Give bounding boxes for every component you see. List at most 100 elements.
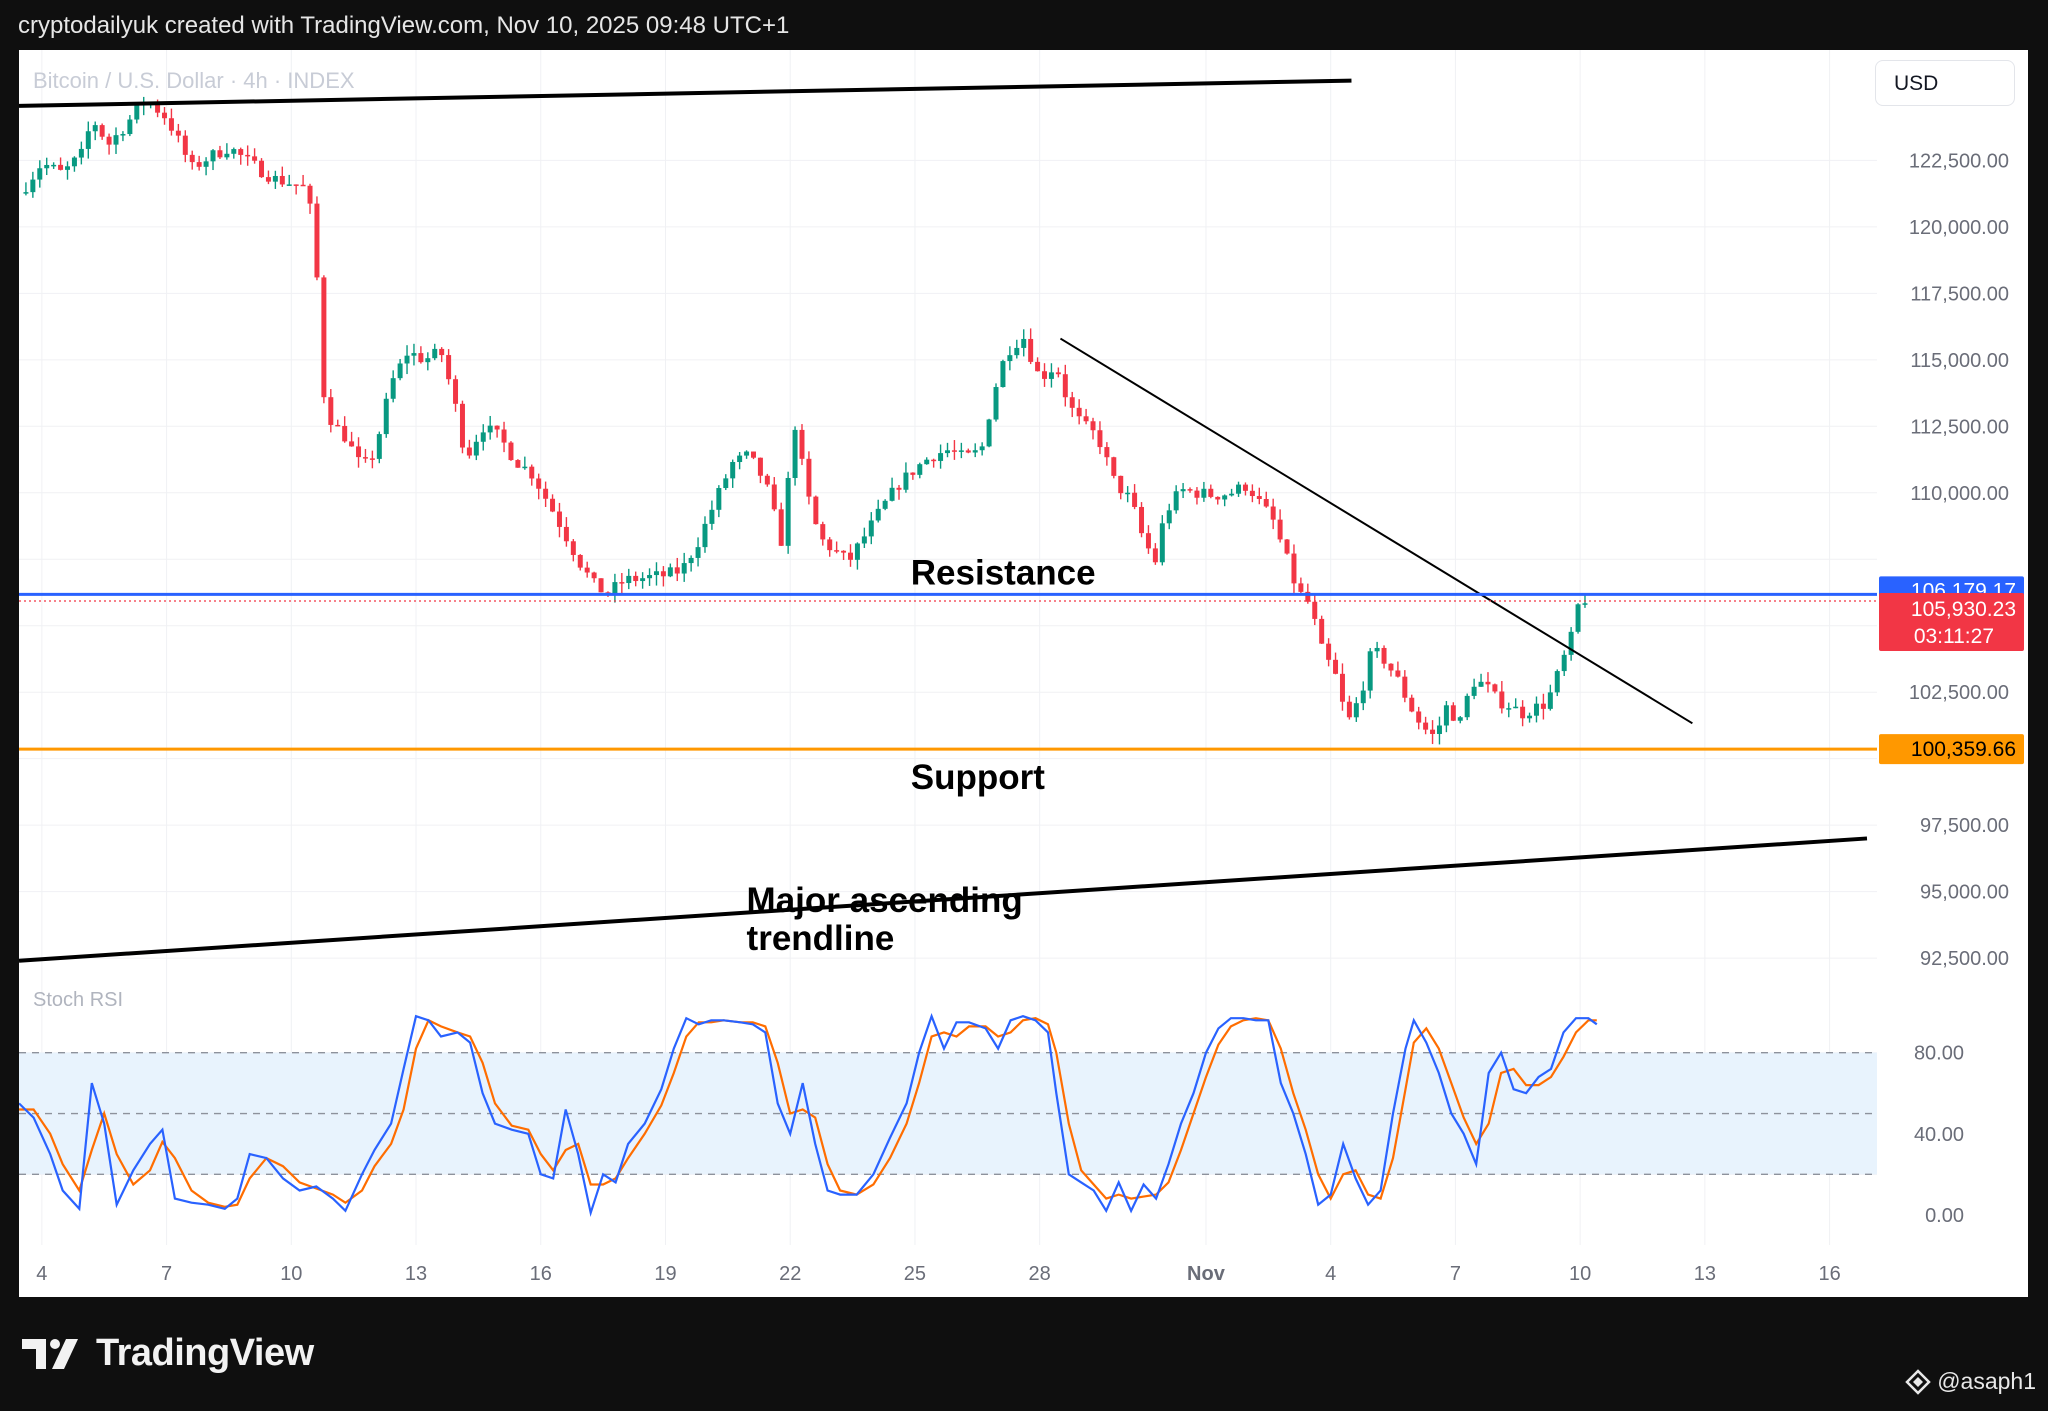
- candle-body: [1132, 492, 1138, 507]
- candle-body: [827, 539, 833, 551]
- candle-body: [702, 523, 708, 548]
- candle-body: [1395, 670, 1401, 677]
- tradingview-logo[interactable]: TradingView: [22, 1332, 314, 1375]
- candle-body: [238, 149, 244, 155]
- candle-body: [231, 149, 237, 154]
- stoch-k-line: [19, 1012, 1598, 1218]
- candle-body: [806, 458, 812, 497]
- candle-body: [653, 571, 659, 576]
- candle-body: [404, 355, 410, 364]
- stoch-y-tick-label: 0.00: [1925, 1205, 1964, 1227]
- candle-body: [30, 179, 36, 193]
- candle-body: [841, 550, 847, 553]
- candle-body: [425, 358, 431, 363]
- candle-body: [480, 432, 486, 442]
- candle-body: [65, 166, 70, 170]
- candle-body: [1000, 361, 1006, 388]
- candle-body: [577, 554, 583, 568]
- candle-body: [335, 424, 341, 427]
- candle-body: [750, 451, 756, 458]
- candle-body: [591, 572, 597, 579]
- candle-body: [245, 154, 251, 157]
- chart-panel[interactable]: 92,500.00 95,000.00 97,500.00 102,500.00 110…: [19, 50, 2028, 1297]
- candle-body: [168, 118, 174, 131]
- candle-body: [376, 434, 382, 459]
- candle-body: [1374, 647, 1380, 652]
- tradingview-logo-icon: [22, 1338, 78, 1369]
- candle-body: [279, 175, 285, 185]
- candle-body: [612, 582, 618, 595]
- candle-body: [848, 552, 853, 560]
- candle-body: [1520, 706, 1526, 719]
- candle-body: [321, 277, 327, 398]
- candle-body: [563, 526, 569, 542]
- candle-body: [716, 488, 722, 510]
- candle-body: [1430, 729, 1436, 734]
- candle-body: [259, 160, 265, 178]
- candle-body: [217, 150, 223, 158]
- candle-body: [1007, 355, 1013, 362]
- candle-body: [1069, 397, 1075, 408]
- candle-body: [1506, 708, 1512, 710]
- candle-body: [37, 168, 43, 180]
- candle-body: [71, 157, 77, 167]
- candle-body: [709, 509, 715, 524]
- support-price-label: 100,359.66: [1911, 738, 2016, 761]
- candle-body: [640, 578, 646, 582]
- candle-body: [951, 450, 957, 452]
- candle-body: [570, 541, 576, 555]
- candle-body: [958, 450, 964, 452]
- stoch-y-tick-label: 40.00: [1914, 1124, 1964, 1146]
- price-chart[interactable]: 92,500.00 95,000.00 97,500.00 102,500.00 110…: [19, 50, 2028, 1297]
- diamond-icon: [1905, 1368, 1931, 1395]
- candle-body: [681, 563, 687, 574]
- candle-body: [85, 131, 91, 149]
- candle-body: [342, 425, 348, 442]
- currency-button[interactable]: USD: [1875, 60, 2015, 106]
- candle-body: [1249, 490, 1255, 497]
- candle-body: [78, 148, 84, 158]
- candle-body: [99, 125, 105, 137]
- x-tick-label: 28: [1029, 1263, 1051, 1285]
- candle-body: [1048, 372, 1054, 379]
- candle-body: [1208, 488, 1214, 497]
- candle-body: [1527, 715, 1533, 719]
- candle-body: [203, 161, 209, 167]
- candle-body: [411, 353, 417, 356]
- candle-body: [757, 457, 763, 476]
- candle-body: [1028, 338, 1034, 362]
- candle-body: [1242, 484, 1248, 491]
- last-price-label: 105,930.23: [1911, 598, 2016, 621]
- candle-body: [155, 103, 161, 113]
- y-tick-label: 120,000.00: [1909, 217, 2009, 239]
- candle-body: [882, 500, 888, 509]
- author-credit: @asaph1: [1905, 1368, 2036, 1395]
- candle-body: [515, 460, 521, 468]
- candle-body: [272, 175, 278, 182]
- candle-body: [1256, 496, 1262, 500]
- y-tick-label: 97,500.00: [1920, 815, 2009, 837]
- candle-body: [1222, 495, 1228, 500]
- candle-body: [314, 203, 320, 278]
- candle-body: [910, 472, 916, 475]
- candle-body: [1229, 493, 1235, 496]
- x-tick-label: 13: [405, 1263, 427, 1285]
- candle-body: [834, 550, 840, 552]
- candle-body: [1166, 510, 1172, 524]
- x-tick-label: 16: [1818, 1263, 1840, 1285]
- candle-body: [1326, 643, 1332, 660]
- candle-body: [494, 425, 500, 430]
- candle-body: [300, 184, 306, 187]
- candle-body: [44, 164, 50, 169]
- candle-body: [917, 464, 923, 475]
- candle-body: [1021, 338, 1027, 348]
- stoch-y-tick-label: 80.00: [1914, 1043, 1964, 1065]
- candle-body: [1423, 722, 1429, 730]
- candle-body: [134, 105, 140, 120]
- trendline-upper-channel: [19, 78, 1352, 108]
- x-tick-label: 7: [161, 1263, 172, 1285]
- candle-body: [986, 419, 992, 447]
- candle-body: [453, 379, 459, 404]
- candle-body: [1055, 372, 1061, 375]
- candle-body: [1145, 533, 1151, 549]
